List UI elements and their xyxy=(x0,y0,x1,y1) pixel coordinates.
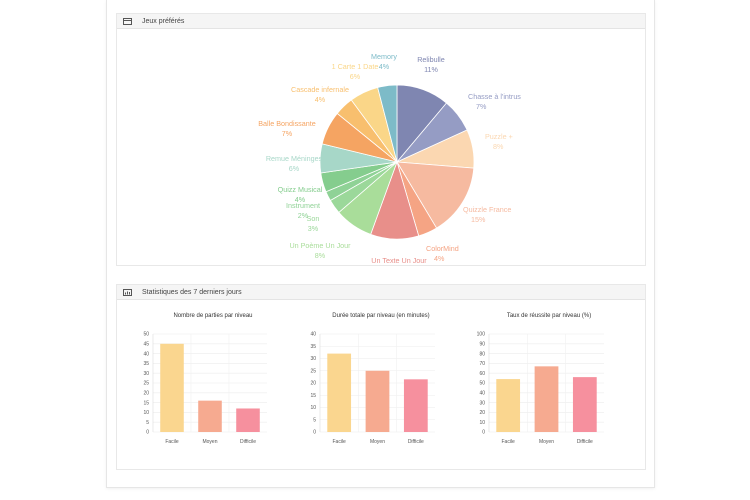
pie-slice-percent: 8% xyxy=(493,142,504,151)
y-tick-label: 25 xyxy=(143,381,149,387)
y-tick-label: 5 xyxy=(146,420,149,426)
y-tick-label: 5 xyxy=(313,417,316,423)
y-tick-label: 10 xyxy=(479,420,485,426)
y-tick-label: 40 xyxy=(143,351,149,357)
pie-slice-label: Un Texte Un Jour xyxy=(371,256,427,265)
y-tick-label: 35 xyxy=(143,361,149,367)
x-tick-label: Difficile xyxy=(577,439,593,445)
pie-slice-percent: 7% xyxy=(282,129,293,138)
bar-chart-title: Durée totale par niveau (en minutes) xyxy=(332,313,429,319)
pie-slice-label: Memory xyxy=(371,52,397,61)
x-tick-label: Facile xyxy=(501,439,515,445)
x-tick-label: Facile xyxy=(332,439,346,445)
pie-slice-percent: 6% xyxy=(350,72,361,81)
pie-slice-percent: 4% xyxy=(315,95,326,104)
y-tick-label: 0 xyxy=(482,430,485,436)
bar[interactable] xyxy=(327,353,352,432)
bar-chart-title: Taux de réussite par niveau (%) xyxy=(507,313,591,319)
favorite-games-title: Jeux préférés xyxy=(142,17,185,25)
y-tick-label: 0 xyxy=(146,430,149,436)
y-tick-label: 40 xyxy=(310,332,316,338)
x-tick-label: Moyen xyxy=(202,439,217,445)
y-tick-label: 20 xyxy=(479,410,485,416)
y-tick-label: 10 xyxy=(310,405,316,411)
weekly-stats-charts: Nombre de parties par niveau 0 5 10 15 20 25 30… xyxy=(143,313,604,445)
y-tick-label: 60 xyxy=(479,371,485,377)
pie-slice-percent: 2% xyxy=(298,211,309,220)
pie-slice-label: Un Poème Un Jour xyxy=(289,241,351,250)
pie-slice-percent: 4% xyxy=(379,62,390,71)
favorite-games-panel: Jeux préférés Relibulle 11% Chasse à l'int… xyxy=(116,13,646,267)
pie-slice-label: Son xyxy=(307,214,320,223)
pie-slice-percent: 15% xyxy=(471,215,486,224)
pie-slice-label: Relibulle xyxy=(417,55,445,64)
weekly-stats-header: Statistiques des 7 derniers jours xyxy=(117,285,645,300)
y-tick-label: 0 xyxy=(313,430,316,436)
pie-slice-percent: 4% xyxy=(295,195,306,204)
y-tick-label: 30 xyxy=(310,356,316,362)
bar[interactable] xyxy=(198,400,222,432)
y-tick-label: 15 xyxy=(310,393,316,399)
pie-slice-label: Cascade infernale xyxy=(291,85,349,94)
bar[interactable] xyxy=(496,379,521,432)
x-tick-label: Difficile xyxy=(240,439,256,445)
pie-slice-label: Quizz Musical xyxy=(278,185,323,194)
pie-slice-percent: 3% xyxy=(308,224,319,233)
pie-slice-percent: 10% xyxy=(392,266,407,267)
bar-chart-title: Nombre de parties par niveau xyxy=(173,313,252,319)
y-tick-label: 30 xyxy=(479,400,485,406)
y-tick-label: 40 xyxy=(479,391,485,397)
x-tick-label: Moyen xyxy=(539,439,554,445)
bar[interactable] xyxy=(534,366,559,432)
pie-slice-label: Quizzle France xyxy=(463,205,511,214)
x-tick-label: Facile xyxy=(165,439,179,445)
y-tick-label: 100 xyxy=(477,332,486,338)
table-icon xyxy=(123,17,132,25)
pie-slice-label: Chasse à l'intrus xyxy=(468,92,521,101)
bar-chart-icon xyxy=(123,288,132,296)
pie-slice-percent: 4% xyxy=(434,254,445,263)
y-tick-label: 70 xyxy=(479,361,485,367)
y-tick-label: 80 xyxy=(479,351,485,357)
pie-slice[interactable] xyxy=(396,161,475,229)
y-tick-label: 30 xyxy=(143,371,149,377)
bar[interactable] xyxy=(365,370,390,432)
pie-slice-label: Puzzle + xyxy=(485,132,513,141)
y-tick-label: 35 xyxy=(310,344,316,350)
pie-slice-label: Instrument xyxy=(286,201,320,210)
bar[interactable] xyxy=(236,408,260,432)
weekly-stats-title: Statistiques des 7 derniers jours xyxy=(142,288,242,296)
pie-slice-label: ColorMind xyxy=(426,244,459,253)
pie-slice-label: Remue Méninges xyxy=(266,154,323,163)
pie-slice-percent: 8% xyxy=(315,251,326,260)
y-tick-label: 50 xyxy=(479,381,485,387)
y-tick-label: 20 xyxy=(143,391,149,397)
pie-slice-percent: 6% xyxy=(289,164,300,173)
x-tick-label: Difficile xyxy=(408,439,424,445)
y-tick-label: 45 xyxy=(143,342,149,348)
y-tick-label: 25 xyxy=(310,368,316,374)
bar[interactable] xyxy=(160,343,184,432)
weekly-stats-panel: Statistiques des 7 derniers jours Nombre… xyxy=(116,284,646,470)
pie-slice-label: Balle Bondissante xyxy=(258,119,316,128)
pie-slice-percent: 11% xyxy=(424,65,438,74)
pie-slice-label: 1 Carte 1 Date xyxy=(332,62,379,71)
y-tick-label: 15 xyxy=(143,400,149,406)
favorite-games-header: Jeux préférés xyxy=(117,14,645,29)
bar[interactable] xyxy=(403,379,428,432)
y-tick-label: 10 xyxy=(143,410,149,416)
pie-slice-percent: 7% xyxy=(476,102,487,111)
bar[interactable] xyxy=(572,377,597,432)
x-tick-label: Moyen xyxy=(370,439,385,445)
y-tick-label: 20 xyxy=(310,381,316,387)
pie-slice[interactable] xyxy=(377,84,398,163)
y-tick-label: 90 xyxy=(479,342,485,348)
y-tick-label: 50 xyxy=(143,332,149,338)
